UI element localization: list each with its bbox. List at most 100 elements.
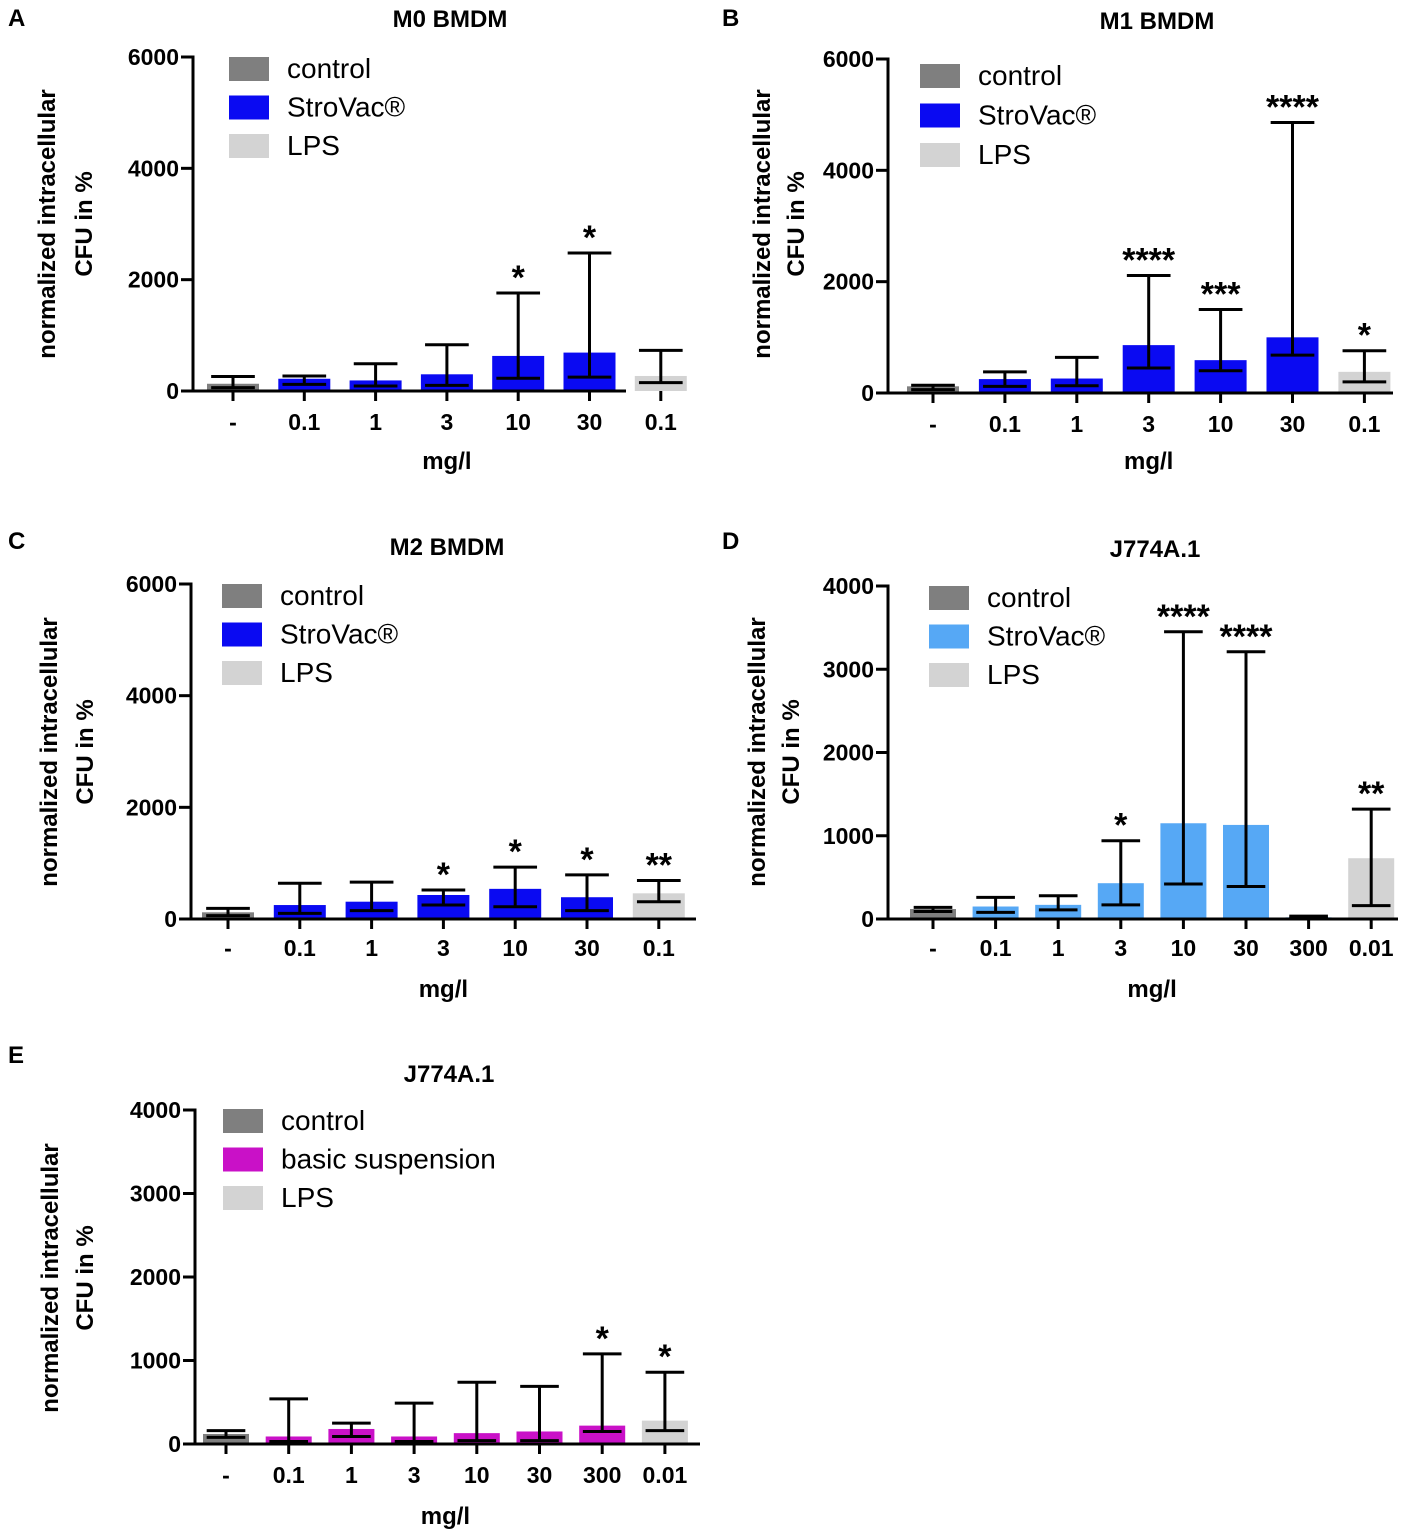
panel-d-legend-swatch-lps [929,663,969,687]
panel-b-ytick-label-0: 0 [861,380,874,406]
panel-d-significance-7: ** [1358,775,1385,813]
panel-c-ytick-label-0: 0 [164,906,177,932]
panel-a-xtick-label-1: 1 [369,409,382,435]
panel-b-label: B [722,5,739,32]
panel-d-ytick-label-1000: 1000 [823,823,874,849]
panel-e-bar-0 [203,1433,249,1444]
panel-b-significance-4: *** [1201,276,1241,314]
panel-e-legend-label-control: control [281,1105,365,1136]
panel-b-significance-6: * [1358,317,1372,355]
panel-b-legend-swatch-strovac [920,103,960,128]
panel-d-xlabel: mg/l [1127,976,1176,1003]
panel-c-xtick-label-dash: - [224,935,232,961]
panel-b-legend-label-strovac: StroVac® [978,100,1097,131]
panel-b-xtick-label-3: 3 [1142,411,1155,437]
panel-e-xtick-label-3: 3 [408,1462,421,1488]
panel-c-xtick-label-0-1: 0.1 [643,935,675,961]
panel-d-legend-label-control: control [987,582,1071,613]
panel-a-legend-label-lps: LPS [287,130,340,161]
panel-e-title: J774A.1 [404,1061,495,1088]
panel-a-label: A [8,5,25,32]
panel-a-xtick-label-10: 10 [505,409,531,435]
panel-b-legend-swatch-lps [920,143,960,167]
panel-e-ytick-label-2000: 2000 [130,1264,181,1290]
panel-a-legend-swatch-control [229,57,269,81]
panel-c-significance-6: ** [646,846,673,884]
panel-e-xtick-label-0-1: 0.1 [273,1462,305,1488]
panel-a-title: M0 BMDM [393,6,508,33]
panel-e-legend-swatch-lps [223,1186,263,1210]
panel-c-xlabel: mg/l [419,976,468,1003]
panel-c-xtick-label-3: 3 [437,935,450,961]
panel-b-title: M1 BMDM [1100,8,1215,35]
panel-e-ylabel-line1: normalized intracellular [37,1143,64,1412]
panel-c-significance-3: * [437,856,451,894]
panel-c-xtick-label-30: 30 [574,935,600,961]
panel-d-legend-swatch-strovac [929,624,969,649]
panel-a-ylabel-line1: normalized intracellular [34,89,61,358]
panel-a-legend-swatch-lps [229,134,269,158]
panel-a-xtick-label-30: 30 [577,409,603,435]
panel-c-legend-label-strovac: StroVac® [280,619,399,650]
panel-e-legend-label-lps: LPS [281,1182,334,1213]
panel-d-xtick-label-0-1: 0.1 [980,935,1012,961]
panel-b-xtick-label-dash: - [929,411,937,437]
panel-c-legend-swatch-strovac [222,622,262,647]
panel-e-xtick-label-30: 30 [527,1462,553,1488]
panel-d-ytick-label-2000: 2000 [823,740,874,766]
panel-a-xtick-label-3: 3 [441,409,454,435]
panel-c-title: M2 BMDM [390,534,505,561]
panel-c-xtick-label-1: 1 [365,935,378,961]
panel-d-significance-3: * [1114,807,1128,845]
panel-e-xtick-label-10: 10 [464,1462,490,1488]
panel-e-xtick-label-0-01: 0.01 [643,1462,688,1488]
panel-a-ytick-label-4000: 4000 [128,155,179,181]
panel-b-ytick-label-2000: 2000 [823,269,874,295]
panel-e-xtick-label-1: 1 [345,1462,358,1488]
panel-a-ytick-label-2000: 2000 [128,267,179,293]
panel-b-legend-label-lps: LPS [978,139,1031,170]
panel-a-ytick-label-6000: 6000 [128,44,179,70]
panel-b-ylabel-line1: normalized intracellular [749,89,776,358]
panel-a-xlabel: mg/l [422,448,471,475]
panel-c-ytick-label-2000: 2000 [126,794,177,820]
panel-a-xtick-label-0-1: 0.1 [288,409,320,435]
panel-d-significance-5: **** [1220,618,1274,656]
panel-c-significance-5: * [580,841,594,879]
panel-b-ylabel-line2: CFU in % [783,171,810,276]
panel-e-ytick-label-3000: 3000 [130,1181,181,1207]
panel-b-xlabel: mg/l [1124,448,1173,475]
panel-d-bar-0 [910,909,956,919]
panel-e-label: E [8,1042,24,1069]
panel-d-legend-swatch-control [929,586,969,610]
panel-c-label: C [8,528,25,555]
panel-e-xtick-label-300: 300 [583,1462,621,1488]
panel-b-ytick-label-6000: 6000 [823,46,874,72]
panel-c-legend-label-control: control [280,580,364,611]
panel-c-ytick-label-6000: 6000 [126,571,177,597]
panel-d-legend-label-lps: LPS [987,659,1040,690]
panel-d-xtick-label-30: 30 [1233,935,1259,961]
panel-e-ytick-label-0: 0 [168,1431,181,1457]
panel-e-ylabel-line2: CFU in % [72,1225,99,1330]
panel-b-xtick-label-0-1: 0.1 [989,411,1021,437]
panel-a-ytick-label-0: 0 [166,378,179,404]
panel-a-xtick-label-dash: - [229,409,237,435]
panel-d-ylabel-line1: normalized intracellular [744,617,771,886]
panel-c-xtick-label-10: 10 [502,935,528,961]
panel-d-label: D [722,528,739,555]
panel-e-legend-swatch-basic [223,1147,263,1172]
panel-d-ytick-label-0: 0 [861,906,874,932]
panel-b-ytick-label-4000: 4000 [823,157,874,183]
panel-d-significance-4: **** [1157,598,1211,636]
panel-e-legend-swatch-control [223,1109,263,1133]
panel-e-bar-7 [641,1420,688,1444]
panel-a-ylabel-line2: CFU in % [71,171,98,276]
panel-a-xtick-label-0-1: 0.1 [645,409,677,435]
panel-d-ylabel-line2: CFU in % [778,699,805,804]
panel-b-xtick-label-30: 30 [1280,411,1306,437]
panel-c-significance-4: * [509,833,523,871]
panel-c-legend-label-lps: LPS [280,657,333,688]
panel-b-legend-label-control: control [978,60,1062,91]
panel-c-legend-swatch-lps [222,661,262,685]
